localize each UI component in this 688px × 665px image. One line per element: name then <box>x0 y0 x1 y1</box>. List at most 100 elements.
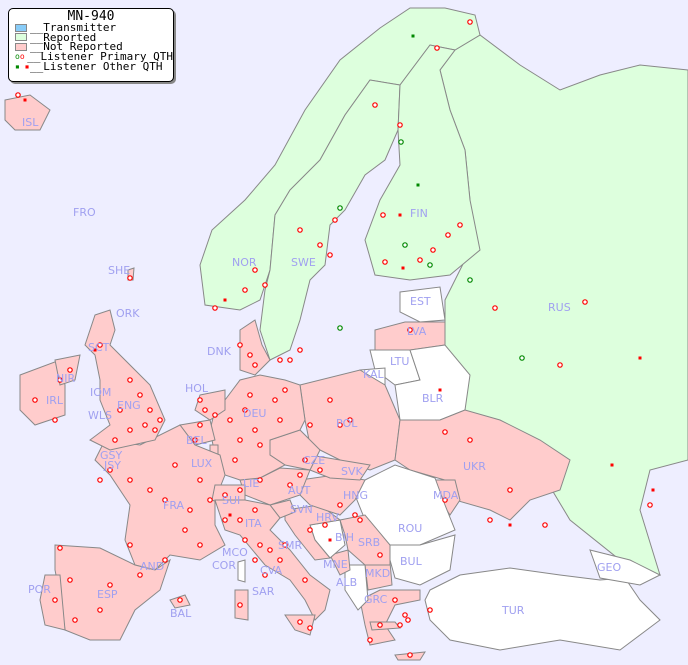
listener-primary-qth-marker <box>242 407 248 413</box>
legend-label: __Reported <box>30 30 97 44</box>
listener-primary-qth-marker <box>442 429 448 435</box>
listener-primary-qth-marker <box>582 299 588 305</box>
listener-primary-qth-marker <box>127 377 133 383</box>
listener-other-qth-marker <box>93 348 97 352</box>
country-label-and: AND <box>140 560 164 573</box>
listener-primary-qth-marker <box>197 422 203 428</box>
listener-primary-qth-marker <box>317 467 323 473</box>
country-label-por: POR <box>28 583 51 596</box>
listener-other-qth-marker <box>438 388 442 392</box>
country-label-jsy: JSY <box>103 459 121 472</box>
listener-primary-qth-marker <box>252 427 258 433</box>
listener-primary-qth-marker <box>492 305 498 311</box>
listener-primary-qth-marker <box>427 607 433 613</box>
listener-other-qth-marker <box>23 98 27 102</box>
country-label-nor: NOR <box>232 256 257 269</box>
listener-primary-qth-marker <box>147 487 153 493</box>
listener-primary-qth-marker <box>112 437 118 443</box>
listener-primary-qth-marker <box>137 392 143 398</box>
listener-primary-qth-marker <box>430 247 436 253</box>
listener-primary-qth-marker <box>237 437 243 443</box>
country-cor <box>237 559 246 583</box>
listener-primary-qth-marker <box>222 517 228 523</box>
listener-primary-qth-marker <box>257 442 263 448</box>
listener-primary-qth-marker <box>445 232 451 238</box>
listener-primary-qth-marker <box>177 597 183 603</box>
country-label-dnk: DNK <box>207 345 232 358</box>
listener-primary-qth-marker <box>282 387 288 393</box>
listener-primary-qth-marker <box>337 205 343 211</box>
country-por <box>39 574 66 631</box>
listener-primary-qth-marker <box>277 357 283 363</box>
listener-primary-qth-marker <box>57 377 63 383</box>
listener-primary-qth-marker <box>282 542 288 548</box>
reported-swatch <box>15 33 27 42</box>
listener-primary-qth-marker <box>147 407 153 413</box>
listener-primary-qth-marker <box>172 462 178 468</box>
listener-primary-qth-marker <box>467 437 473 443</box>
listener-primary-qth-marker <box>67 367 73 373</box>
listener-primary-qth-marker <box>197 477 203 483</box>
listener-primary-qth-marker <box>67 577 73 583</box>
country-label-ork: ORK <box>116 307 140 320</box>
listener-primary-qth-marker <box>337 422 343 428</box>
country-swe <box>259 79 401 361</box>
country-ita <box>284 614 316 636</box>
listener-primary-qth-marker <box>397 622 403 628</box>
listener-primary-qth-marker <box>297 472 303 478</box>
listener-other-qth-marker <box>411 34 415 38</box>
country-label-lux: LUX <box>191 457 213 470</box>
listener-other-qth-marker <box>228 513 232 517</box>
country-rou <box>354 464 456 546</box>
country-label-deu: DEU <box>243 407 266 420</box>
listener-primary-qth-marker <box>392 597 398 603</box>
listener-primary-qth-marker <box>72 617 78 623</box>
legend-other-qth: ▪ ▪ __Listener Other QTH <box>9 61 173 72</box>
country-label-lva: LVA <box>407 325 427 338</box>
listener-primary-qth-marker <box>377 552 383 558</box>
country-label-est: EST <box>410 295 431 308</box>
listener-primary-qth-marker <box>302 457 308 463</box>
listener-primary-qth-marker <box>252 507 258 513</box>
listener-primary-qth-marker <box>467 277 473 283</box>
listener-primary-qth-marker <box>402 612 408 618</box>
listener-primary-qth-marker <box>237 342 243 348</box>
listener-primary-qth-marker <box>142 422 148 428</box>
listener-primary-qth-marker <box>402 242 408 248</box>
country-label-mco: MCO <box>222 546 248 559</box>
listener-primary-qth-marker <box>127 275 133 281</box>
primary-qth-icon: oo <box>15 52 25 62</box>
country-label-she: SHE <box>108 264 130 277</box>
listener-other-qth-marker <box>638 356 642 360</box>
listener-primary-qth-marker <box>237 602 243 608</box>
country-label-wls: WLS <box>88 409 112 422</box>
listener-primary-qth-marker <box>405 617 411 623</box>
listener-primary-qth-marker <box>97 607 103 613</box>
legend-label: __Listener Primary QTH <box>27 50 173 64</box>
country-label-nir: NIR <box>56 372 75 385</box>
country-label-esp: ESP <box>97 588 118 601</box>
listener-primary-qth-marker <box>262 572 268 578</box>
country-label-hrv: HRV <box>316 511 339 524</box>
listener-primary-qth-marker <box>257 542 263 548</box>
listener-primary-qth-marker <box>542 522 548 528</box>
not-reported-swatch <box>15 43 27 52</box>
country-label-fin: FIN <box>410 207 428 220</box>
listener-primary-qth-marker <box>197 542 203 548</box>
listener-primary-qth-marker <box>427 262 433 268</box>
listener-primary-qth-marker <box>357 517 363 523</box>
country-tur <box>424 567 661 651</box>
country-isl <box>4 94 51 131</box>
listener-primary-qth-marker <box>257 477 263 483</box>
listener-primary-qth-marker <box>137 572 143 578</box>
listener-other-qth-marker <box>508 523 512 527</box>
listener-primary-qth-marker <box>352 512 358 518</box>
listener-primary-qth-marker <box>212 305 218 311</box>
listener-primary-qth-marker <box>647 502 653 508</box>
listener-primary-qth-marker <box>307 625 313 631</box>
listener-primary-qth-marker <box>297 347 303 353</box>
country-label-smr: SMR <box>278 539 302 552</box>
country-label-cze: CZE <box>303 454 325 467</box>
country-bul <box>389 534 456 586</box>
